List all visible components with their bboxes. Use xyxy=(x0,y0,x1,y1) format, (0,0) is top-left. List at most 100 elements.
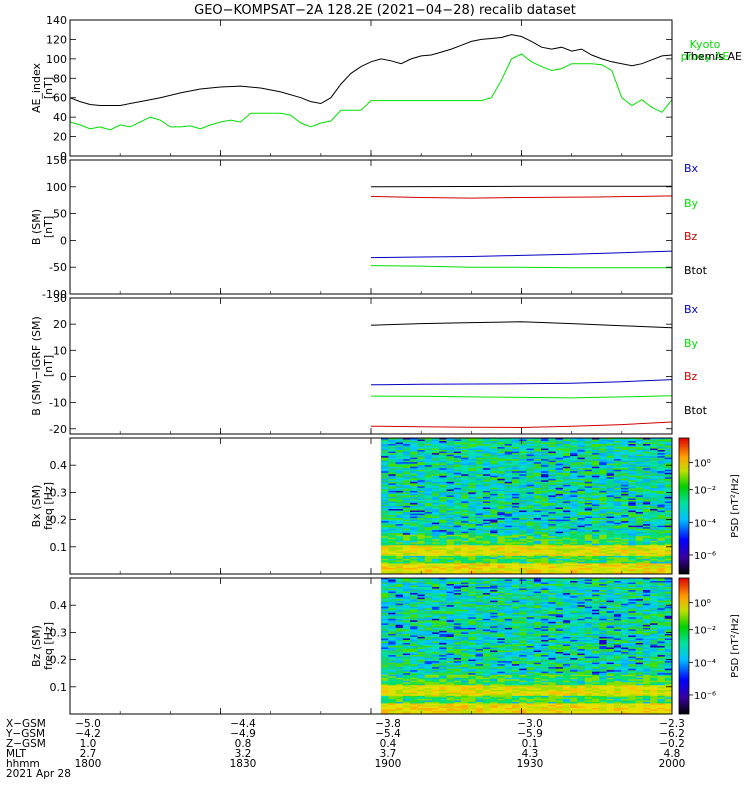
spectrogram-cell xyxy=(446,496,455,499)
spectrogram-cell xyxy=(599,543,608,546)
spectrogram-cell xyxy=(482,447,491,449)
spectrogram-cell xyxy=(475,534,484,537)
spectrogram-cell xyxy=(635,456,644,458)
spectrogram-cell xyxy=(381,480,389,483)
spectrogram-cell xyxy=(402,502,411,505)
spectrogram-cell xyxy=(482,502,491,505)
spectrogram-cell xyxy=(599,545,608,548)
spectrogram-cell xyxy=(511,454,520,457)
spectrogram-cell xyxy=(475,439,484,442)
spectrogram-cell xyxy=(628,530,637,532)
spectrogram-cell xyxy=(570,519,578,522)
spectrogram-cell xyxy=(475,545,484,548)
spectrogram-cell xyxy=(548,536,557,539)
spectrogram-cell xyxy=(497,552,506,555)
spectrogram-cell xyxy=(446,445,455,448)
spectrogram-cell xyxy=(606,487,615,490)
spectrogram-cell xyxy=(410,537,418,540)
spectrogram-cell xyxy=(591,521,600,523)
spectrogram-cell xyxy=(511,441,520,443)
spectrogram-cell xyxy=(395,545,404,548)
spectrogram-cell xyxy=(381,445,389,448)
spectrogram-cell xyxy=(533,509,542,511)
spectrogram-cell xyxy=(577,439,586,442)
spectrogram-cell xyxy=(439,463,447,466)
spectrogram-cell xyxy=(519,480,528,483)
spectrogram-cell xyxy=(468,490,477,493)
spectrogram-cell xyxy=(431,499,440,502)
spectrogram-cell xyxy=(490,438,498,440)
spectrogram-cell xyxy=(461,552,469,555)
spectrogram-cell xyxy=(475,528,484,531)
spectrogram-cell xyxy=(541,540,549,543)
spectrogram-cell xyxy=(606,469,615,472)
spectrogram-cell xyxy=(562,533,571,536)
spectrogram-cell xyxy=(599,469,608,472)
spectrogram-cell xyxy=(591,484,600,487)
spectrogram-cell xyxy=(548,490,557,493)
spectrogram-cell xyxy=(410,542,418,545)
spectrogram-cell xyxy=(417,504,426,507)
spectrogram-cell xyxy=(577,527,586,529)
spectrogram-cell xyxy=(555,507,564,510)
spectrogram-cell xyxy=(475,472,484,475)
spectrogram-cell xyxy=(424,513,433,516)
spectrogram-cell xyxy=(461,506,469,508)
spectrogram-cell xyxy=(628,481,637,484)
spectrogram-cell xyxy=(562,472,571,475)
spectrogram-cell xyxy=(381,465,389,468)
spectrogram-cell xyxy=(453,475,462,478)
spectrogram-cell xyxy=(497,498,506,501)
spectrogram-cell xyxy=(570,457,578,460)
spectrogram-cell xyxy=(439,468,447,471)
spectrogram-cell xyxy=(555,536,564,539)
spectrogram-cell xyxy=(526,510,535,513)
spectrogram-cell xyxy=(468,537,477,540)
spectrogram-cell xyxy=(519,460,528,463)
spectrogram-cell xyxy=(628,518,637,520)
spectrogram-cell xyxy=(591,489,600,492)
spectrogram-cell xyxy=(410,512,418,514)
spectrogram-cell xyxy=(482,478,491,481)
spectrogram-cell xyxy=(533,519,542,522)
spectrogram-cell xyxy=(461,537,469,540)
spectrogram-cell xyxy=(439,549,447,552)
spectrogram-cell xyxy=(431,543,440,546)
spectrogram-cell xyxy=(606,471,615,474)
spectrogram-cell xyxy=(606,465,615,468)
spectrogram-cell xyxy=(395,539,404,542)
spectrogram-cell xyxy=(628,543,637,546)
spectrogram-cell xyxy=(591,477,600,480)
spectrogram-cell xyxy=(453,545,462,548)
spectrogram-cell xyxy=(475,493,484,496)
y-tick-label: 80 xyxy=(53,72,67,85)
spectrogram-cell xyxy=(526,439,535,442)
spectrogram-cell xyxy=(431,447,440,449)
spectrogram-cell xyxy=(650,496,658,499)
spectrogram-cell xyxy=(475,512,484,514)
spectrogram-cell xyxy=(468,536,477,539)
spectrogram-cell xyxy=(628,456,637,458)
spectrogram-cell xyxy=(555,543,564,546)
spectrogram-cell xyxy=(664,512,673,514)
spectrogram-cell xyxy=(395,509,404,511)
spectrogram-cell xyxy=(453,450,462,452)
spectrogram-cell xyxy=(395,492,404,495)
spectrogram-cell xyxy=(431,501,440,504)
spectrogram-cell xyxy=(497,519,506,522)
spectrogram-cell xyxy=(381,493,389,496)
spectrogram-cell xyxy=(453,460,462,463)
spectrogram-cell xyxy=(599,489,608,492)
spectrogram-cell xyxy=(475,551,484,554)
spectrogram-cell xyxy=(562,465,571,468)
spectrogram-cell xyxy=(621,445,629,448)
spectrogram-cell xyxy=(664,534,673,537)
spectrogram-cell xyxy=(446,492,455,495)
spectrogram-cell xyxy=(490,518,498,520)
spectrogram-cell xyxy=(453,522,462,525)
spectrogram-cell xyxy=(562,451,571,454)
spectrogram-cell xyxy=(584,490,593,493)
spectrogram-cell xyxy=(657,490,666,493)
spectrogram-cell xyxy=(468,438,477,440)
spectrogram-cell xyxy=(468,457,477,460)
